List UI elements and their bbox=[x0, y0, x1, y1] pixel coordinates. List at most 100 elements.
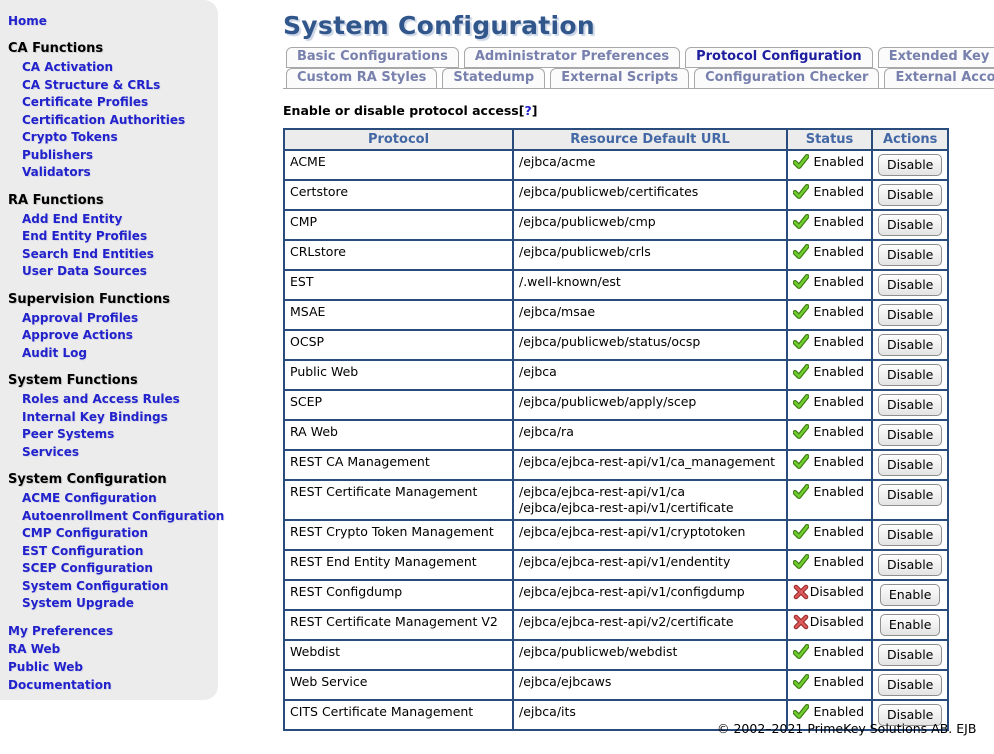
protocol-name-cell: REST Crypto Token Management bbox=[283, 519, 514, 551]
resource-url: /ejbca/ejbca-rest-api/v1/certificate bbox=[519, 500, 734, 515]
sidebar-item-ca-structure-crls[interactable]: CA Structure & CRLs bbox=[22, 77, 161, 92]
disable-button[interactable]: Disable bbox=[878, 484, 943, 506]
tab-statedump[interactable]: Statedump bbox=[442, 68, 546, 88]
status-label: Enabled bbox=[813, 304, 864, 319]
resource-url: /ejbca/publicweb/webdist bbox=[519, 644, 678, 659]
actions-cell: Disable bbox=[870, 699, 950, 731]
sidebar-item-ca-activation[interactable]: CA Activation bbox=[22, 60, 114, 74]
status-cell: Enabled bbox=[786, 359, 873, 391]
sidebar-item-autoenrollment-configuration[interactable]: Autoenrollment Configuration bbox=[22, 508, 225, 523]
status-label: Enabled bbox=[813, 674, 864, 689]
tab-basic-configurations[interactable]: Basic Configurations bbox=[286, 47, 459, 68]
sidebar-item-certification-authorities[interactable]: Certification Authorities bbox=[22, 112, 186, 127]
sidebar-item-system-configuration[interactable]: System Configuration bbox=[22, 578, 169, 593]
status-label: Enabled bbox=[813, 484, 864, 499]
disable-button[interactable]: Disable bbox=[878, 454, 943, 476]
disable-button[interactable]: Disable bbox=[878, 364, 943, 386]
enabled-check-icon bbox=[792, 484, 810, 500]
sidebar-item-approval-profiles[interactable]: Approval Profiles bbox=[22, 310, 139, 325]
sidebar-link-public-web[interactable]: Public Web bbox=[8, 659, 83, 674]
sidebar-item-user-data-sources[interactable]: User Data Sources bbox=[22, 264, 147, 278]
sidebar-link-my-preferences[interactable]: My Preferences bbox=[8, 623, 114, 638]
disable-button[interactable]: Disable bbox=[878, 214, 943, 236]
sidebar-item-cmp-configuration[interactable]: CMP Configuration bbox=[22, 526, 148, 540]
enabled-check-icon bbox=[792, 454, 810, 470]
protocol-name-cell: CMP bbox=[283, 209, 514, 241]
status-cell: Enabled bbox=[786, 419, 873, 451]
disable-button[interactable]: Disable bbox=[878, 274, 943, 296]
actions-cell: Disable bbox=[870, 479, 950, 521]
sidebar-item-validators[interactable]: Validators bbox=[22, 165, 91, 179]
protocol-name-cell: Webdist bbox=[283, 639, 514, 671]
tab-configuration-checker[interactable]: Configuration Checker bbox=[694, 68, 880, 88]
actions-cell: Disable bbox=[870, 329, 950, 361]
status-cell: Enabled bbox=[786, 209, 873, 241]
disable-button[interactable]: Disable bbox=[878, 304, 943, 326]
sidebar-link-ra-web[interactable]: RA Web bbox=[8, 641, 61, 656]
actions-cell: Disable bbox=[870, 209, 950, 241]
table-row: OCSP/ejbca/publicweb/status/ocsp Enabled D… bbox=[283, 329, 950, 361]
sidebar-item-roles-and-access-rules[interactable]: Roles and Access Rules bbox=[22, 392, 180, 406]
enable-button[interactable]: Enable bbox=[879, 614, 941, 636]
sidebar-item-internal-key-bindings[interactable]: Internal Key Bindings bbox=[22, 409, 168, 424]
enabled-check-icon bbox=[792, 364, 810, 380]
sidebar-item-acme-configuration[interactable]: ACME Configuration bbox=[22, 491, 157, 505]
tab-external-scripts[interactable]: External Scripts bbox=[550, 68, 690, 88]
enabled-check-icon bbox=[792, 304, 810, 320]
sidebar-item-end-entity-profiles[interactable]: End Entity Profiles bbox=[22, 229, 148, 243]
sidebar-item-services[interactable]: Services bbox=[22, 444, 80, 459]
sidebar-item-system-upgrade[interactable]: System Upgrade bbox=[22, 596, 134, 610]
enable-button[interactable]: Enable bbox=[879, 584, 941, 606]
status-label: Enabled bbox=[813, 704, 864, 719]
disable-button[interactable]: Disable bbox=[878, 244, 943, 266]
status-cell: Enabled bbox=[786, 479, 873, 521]
actions-cell: Disable bbox=[870, 549, 950, 581]
resource-url: /ejbca/ejbca-rest-api/v2/certificate bbox=[519, 614, 734, 629]
disable-button[interactable]: Disable bbox=[878, 524, 943, 546]
disable-button[interactable]: Disable bbox=[878, 334, 943, 356]
help-link[interactable]: ? bbox=[524, 103, 532, 118]
sidebar-item-audit-log[interactable]: Audit Log bbox=[22, 345, 87, 360]
disable-button[interactable]: Disable bbox=[878, 674, 943, 696]
status-label: Enabled bbox=[813, 554, 864, 569]
protocol-name-cell: MSAE bbox=[283, 299, 514, 331]
enabled-check-icon bbox=[792, 554, 810, 570]
column-header-actions: Actions bbox=[870, 128, 950, 151]
resource-url: /ejbca/publicweb/crls bbox=[519, 244, 651, 259]
disable-button[interactable]: Disable bbox=[878, 554, 943, 576]
disable-button[interactable]: Disable bbox=[878, 394, 943, 416]
disable-button[interactable]: Disable bbox=[878, 184, 943, 206]
sidebar-item-crypto-tokens[interactable]: Crypto Tokens bbox=[22, 130, 118, 144]
table-row: MSAE/ejbca/msae Enabled Disable bbox=[283, 299, 950, 331]
tab-administrator-preferences[interactable]: Administrator Preferences bbox=[463, 47, 681, 68]
sidebar-item-peer-systems[interactable]: Peer Systems bbox=[22, 427, 115, 441]
enabled-check-icon bbox=[792, 244, 810, 260]
status-cell: Enabled bbox=[786, 639, 873, 671]
resource-url: /.well-known/est bbox=[519, 274, 621, 289]
tab-custom-ra-styles[interactable]: Custom RA Styles bbox=[286, 68, 438, 88]
status-wrap: Enabled bbox=[792, 554, 866, 570]
sidebar-link-home[interactable]: Home bbox=[8, 14, 47, 28]
resource-url-cell: /ejbca/its bbox=[512, 699, 788, 731]
sidebar-item-approve-actions[interactable]: Approve Actions bbox=[22, 328, 133, 342]
resource-url-cell: /ejbca/ejbca-rest-api/v2/certificate bbox=[512, 609, 788, 641]
tab-external-acco[interactable]: External Acco bbox=[884, 68, 994, 88]
status-wrap: Enabled bbox=[792, 244, 866, 260]
disable-button[interactable]: Disable bbox=[878, 424, 943, 446]
sidebar-item-scep-configuration[interactable]: SCEP Configuration bbox=[22, 561, 153, 575]
disable-button[interactable]: Disable bbox=[878, 154, 943, 176]
disable-button[interactable]: Disable bbox=[878, 644, 943, 666]
sidebar-item-search-end-entities[interactable]: Search End Entities bbox=[22, 246, 154, 261]
table-row: CRLstore/ejbca/publicweb/crls Enabled Disa… bbox=[283, 239, 950, 271]
sidebar-link-documentation[interactable]: Documentation bbox=[8, 677, 112, 692]
sidebar-item-publishers[interactable]: Publishers bbox=[22, 147, 94, 162]
status-wrap: Enabled bbox=[792, 214, 866, 230]
resource-url-cell: /ejbca/publicweb/webdist bbox=[512, 639, 788, 671]
sidebar-item-add-end-entity[interactable]: Add End Entity bbox=[22, 211, 123, 226]
sidebar-item-est-configuration[interactable]: EST Configuration bbox=[22, 543, 144, 558]
tab-protocol-configuration[interactable]: Protocol Configuration bbox=[685, 47, 873, 68]
sidebar-item-certificate-profiles[interactable]: Certificate Profiles bbox=[22, 95, 149, 109]
tab-extended-key[interactable]: Extended Key bbox=[877, 47, 994, 68]
disable-button[interactable]: Disable bbox=[878, 704, 943, 726]
actions-cell: Enable bbox=[870, 609, 950, 641]
